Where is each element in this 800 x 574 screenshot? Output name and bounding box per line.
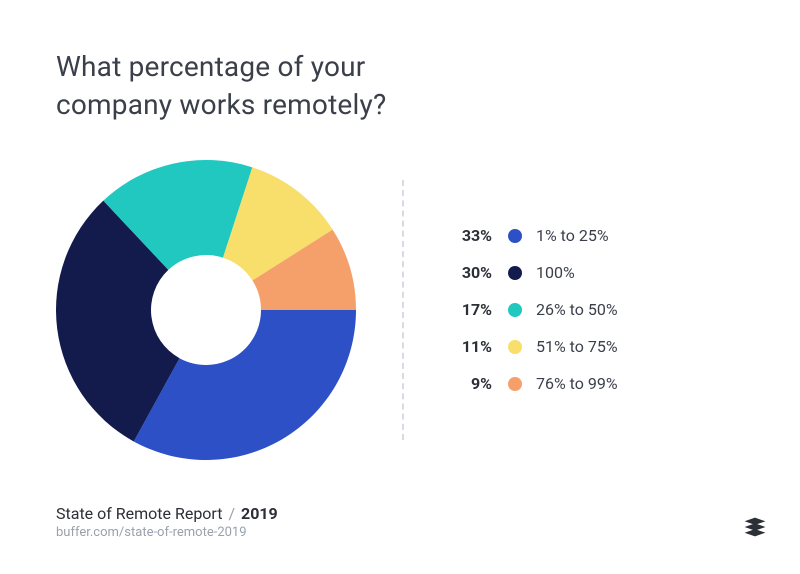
footer-separator: /	[228, 504, 235, 523]
legend-label: 76% to 99%	[536, 374, 618, 393]
chart-body: 33% 1% to 25% 30% 100% 17% 26% to 50% 11% 51% t…	[56, 160, 744, 460]
title-line-1: What percentage of your	[56, 50, 365, 83]
legend-label: 100%	[536, 263, 575, 282]
footer-source: State of Remote Report / 2019	[56, 504, 278, 523]
legend-swatch	[508, 340, 522, 354]
legend-percent: 30%	[440, 263, 492, 282]
chart-card: What percentage of your company works re…	[0, 0, 800, 574]
legend-percent: 33%	[440, 226, 492, 245]
report-name: State of Remote Report	[56, 504, 222, 523]
legend-swatch	[508, 303, 522, 317]
footer: State of Remote Report / 2019 buffer.com…	[56, 504, 278, 540]
legend-row: 30% 100%	[440, 263, 618, 282]
legend-row: 11% 51% to 75%	[440, 337, 618, 356]
legend-row: 33% 1% to 25%	[440, 226, 618, 245]
buffer-logo-svg	[742, 514, 768, 540]
legend-row: 17% 26% to 50%	[440, 300, 618, 319]
legend-label: 26% to 50%	[536, 300, 618, 319]
logo-layer	[745, 529, 766, 536]
vertical-divider	[402, 180, 404, 440]
legend-swatch	[508, 266, 522, 280]
donut-slice	[134, 310, 356, 460]
legend-label: 51% to 75%	[536, 337, 618, 356]
legend-row: 9% 76% to 99%	[440, 374, 618, 393]
chart-title: What percentage of your company works re…	[56, 48, 744, 124]
buffer-logo-icon	[742, 514, 768, 544]
legend: 33% 1% to 25% 30% 100% 17% 26% to 50% 11% 51% t…	[440, 226, 618, 393]
donut-chart	[56, 160, 356, 460]
legend-percent: 9%	[440, 374, 492, 393]
legend-swatch	[508, 377, 522, 391]
title-line-2: company works remotely?	[56, 88, 386, 121]
legend-percent: 11%	[440, 337, 492, 356]
legend-swatch	[508, 229, 522, 243]
donut-svg	[56, 160, 356, 460]
legend-percent: 17%	[440, 300, 492, 319]
footer-url: buffer.com/state-of-remote-2019	[56, 525, 278, 540]
legend-label: 1% to 25%	[536, 226, 609, 245]
report-year: 2019	[241, 504, 278, 523]
